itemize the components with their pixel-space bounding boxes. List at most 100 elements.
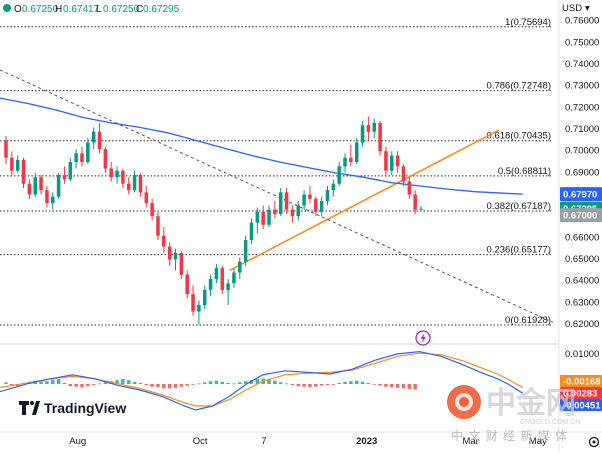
candle [115,166,119,184]
currency-label[interactable]: USD [562,3,582,14]
price-tick-label: 0.64000 [565,276,599,287]
time-axis[interactable]: Aug Oct 7 2023 Mar May [69,436,547,447]
candle [144,185,149,208]
histogram-bar [249,380,254,384]
candle-body [126,183,131,191]
histogram-bar [220,381,225,384]
candle-body [378,123,382,152]
histogram-bar [278,382,283,384]
candle [126,177,131,195]
macd-line [0,350,524,411]
price-tick-label: 0.70000 [565,146,599,157]
candle-body [267,209,271,225]
time-tick-label: Oct [193,436,208,447]
candle [97,123,102,154]
candle [33,172,37,197]
histogram-bar [273,380,277,384]
price-tick-label: 0.69000 [565,167,599,178]
fib-level-label: 0(0.61928) [505,315,551,326]
histogram-bar [360,381,365,384]
histogram-bar [302,384,306,387]
candle [167,242,172,267]
histogram-bar [150,384,154,387]
candle-body [337,166,341,184]
histogram-bar [86,384,90,387]
candle-body [103,149,108,169]
candle [21,157,26,189]
candle [62,166,67,184]
candle-body [214,268,219,280]
currency-dropdown-icon[interactable]: ▾ [585,3,590,14]
histogram-bar [290,384,295,386]
lightning-alert-icon[interactable] [415,330,431,346]
price-axis[interactable]: 0.76000 0.75000 0.74000 0.73000 0.72000 0.710… [565,16,599,330]
candle [185,270,189,299]
candle [132,170,137,193]
candle-body [220,268,225,290]
histogram-bar [62,382,67,384]
candle [10,151,14,176]
candle-body [68,162,73,180]
histogram-bar [319,384,324,386]
histogram-bar [267,379,271,384]
histogram-bar [384,384,388,387]
candle [74,149,78,169]
price-tick-label: 0.76000 [565,16,599,27]
candle-body [33,177,37,195]
histogram-bar [4,382,8,384]
candle [162,227,166,254]
histogram-bar [325,384,330,386]
candle [319,196,324,217]
histogram-bar [232,383,236,385]
candle [349,144,353,167]
histogram-bar [56,379,61,384]
candle [45,185,49,208]
candle [284,188,289,215]
price-tick-label: 0.72000 [565,102,599,113]
candle-body [45,190,49,204]
time-tick-label: May [529,436,547,447]
status-dot-icon [3,4,11,12]
histogram-bar [138,382,143,384]
histogram-bar [296,384,301,387]
candle-body [354,142,359,163]
candle [4,136,8,165]
candle [243,235,248,267]
candle [202,285,207,310]
tradingview-logo[interactable]: TradingView [10,395,135,421]
candle [238,257,242,280]
histogram-bar [202,382,207,384]
histogram-bar [80,384,84,388]
histogram-bar [238,382,242,384]
histogram-bar [366,382,371,384]
candle [226,279,230,306]
candle [150,198,154,221]
histogram-bar [214,380,219,384]
candle [220,266,225,295]
oscillator-badge-label: -0.00451 [563,401,601,412]
watermark-tagline: 中 文 财 经 新 媒 体 [451,428,568,443]
candle-body [349,157,353,163]
support-trend-line [229,129,500,272]
candle-body [208,279,213,290]
histogram-bar [349,381,353,384]
histogram-bar [74,384,78,387]
candle [302,190,306,210]
candle [179,250,184,280]
candle-body [109,168,113,178]
candle [395,151,400,173]
histogram-bar [121,379,125,384]
candle [278,188,283,217]
candle [173,248,178,271]
candle-body [74,153,78,163]
candle [401,164,406,186]
settings-gear-icon[interactable] [588,436,600,448]
candle-body [261,211,265,225]
candle-body [319,201,324,212]
candle [360,120,365,147]
fib-level-label: 1(0.75694) [505,17,551,28]
candle [407,177,412,199]
histogram-bar [314,384,318,387]
